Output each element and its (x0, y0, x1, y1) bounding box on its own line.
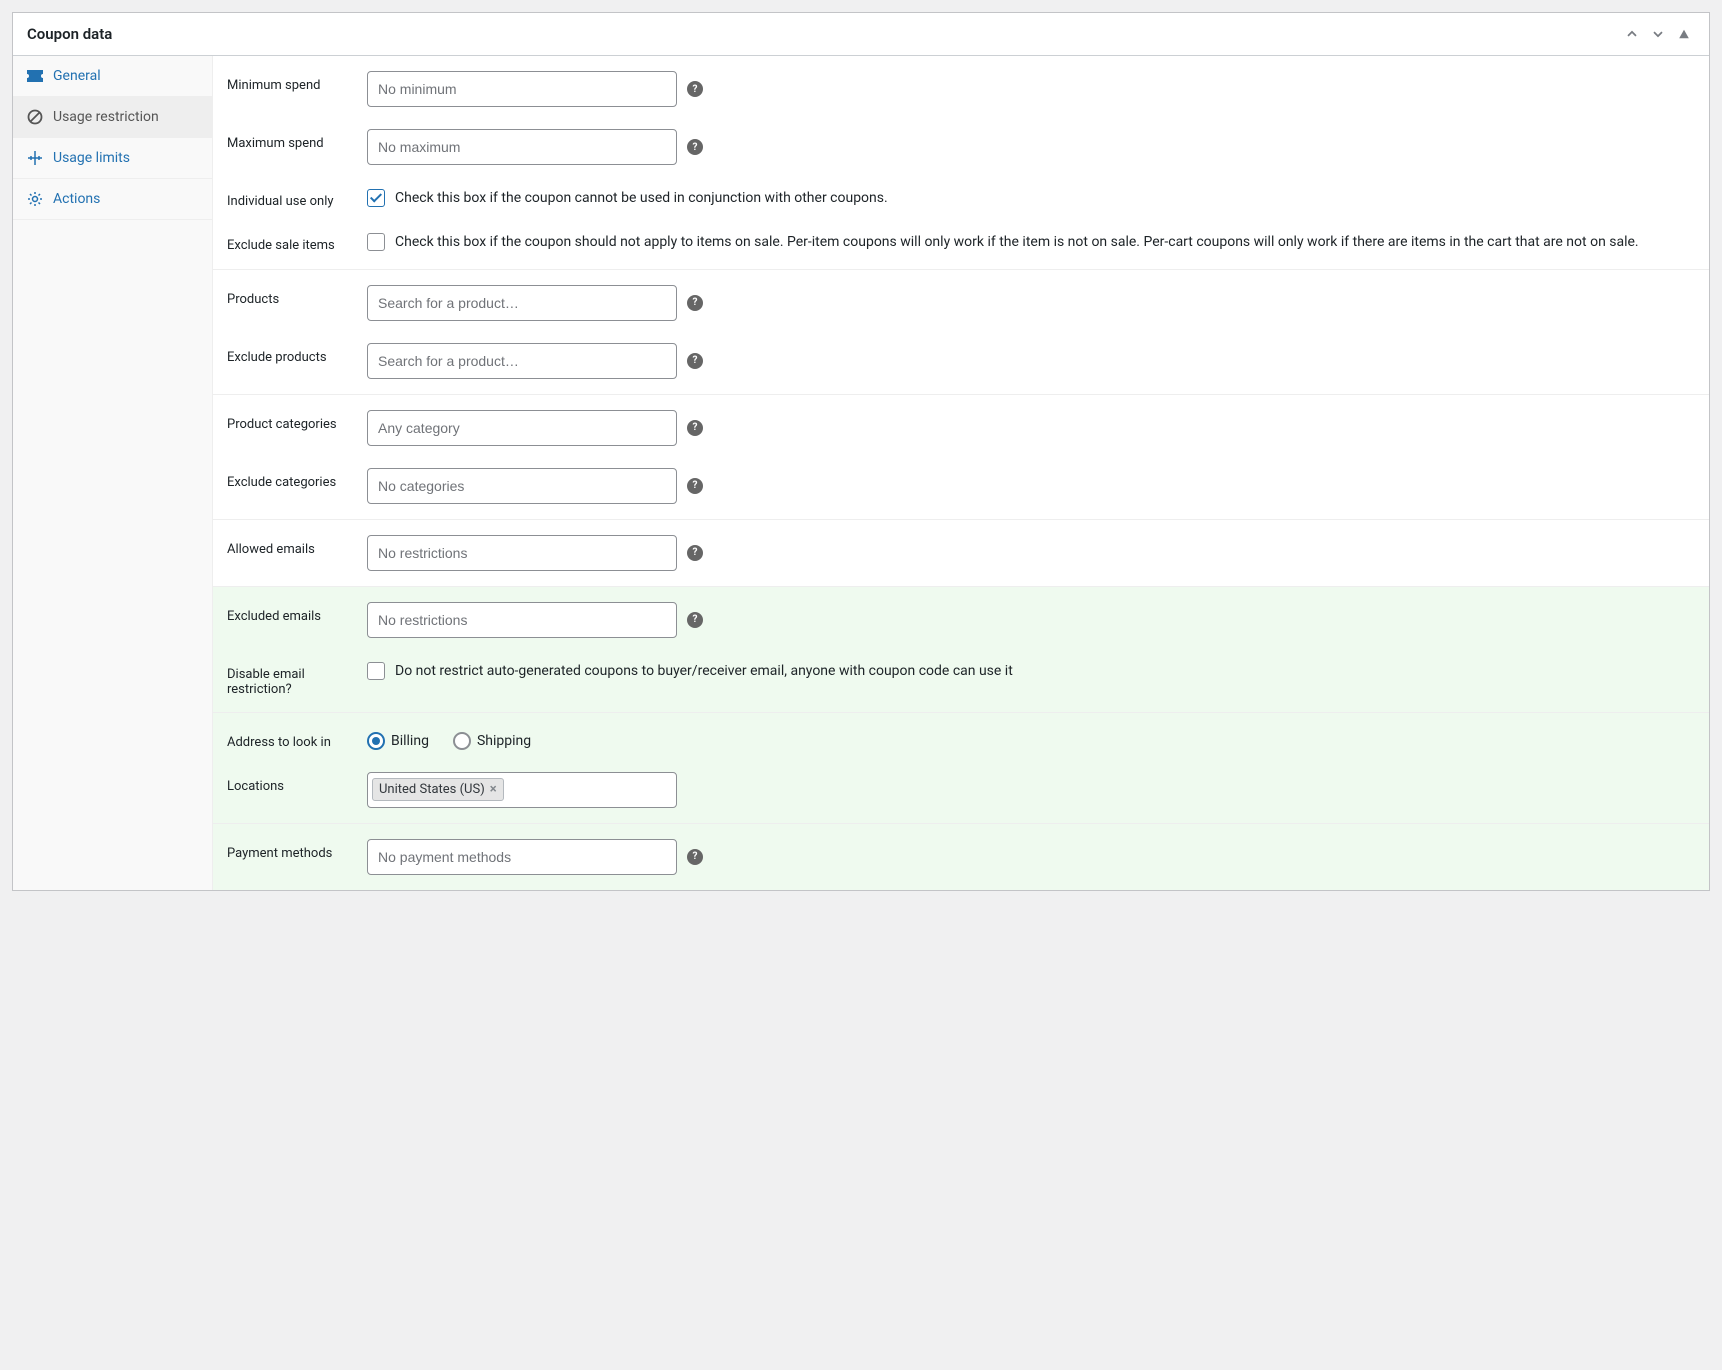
label-exclude-products: Exclude products (227, 343, 367, 365)
section-excluded-emails: Excluded emails ? Disable email restrict… (213, 587, 1709, 713)
tab-usage-restriction[interactable]: Usage restriction (13, 97, 212, 138)
help-icon[interactable]: ? (687, 295, 703, 311)
panel-header: Coupon data (13, 13, 1709, 56)
label-payment-methods: Payment methods (227, 839, 367, 861)
individual-use-checkbox[interactable] (367, 189, 385, 207)
locations-input[interactable]: United States (US) × (367, 772, 677, 808)
location-tag-label: United States (US) (379, 782, 485, 797)
excluded-emails-input[interactable] (367, 602, 677, 638)
tab-general[interactable]: General (13, 56, 212, 97)
help-icon[interactable]: ? (687, 353, 703, 369)
section-allowed-emails: Allowed emails ? (213, 520, 1709, 587)
shipping-radio[interactable] (453, 732, 471, 750)
remove-tag-icon[interactable]: × (490, 782, 497, 797)
label-product-categories: Product categories (227, 410, 367, 432)
shipping-label: Shipping (477, 733, 531, 749)
disable-email-desc: Do not restrict auto-generated coupons t… (395, 660, 1013, 682)
panel-body: General Usage restriction Usage limits A… (13, 56, 1709, 890)
billing-label: Billing (391, 733, 429, 749)
label-locations: Locations (227, 772, 367, 794)
label-disable-email: Disable email restriction? (227, 660, 367, 697)
ticket-icon (27, 68, 43, 84)
tab-label: Actions (53, 191, 100, 207)
min-spend-input[interactable] (367, 71, 677, 107)
help-icon[interactable]: ? (687, 545, 703, 561)
help-icon[interactable]: ? (687, 81, 703, 97)
payment-methods-input[interactable] (367, 839, 677, 875)
tab-label: General (53, 68, 101, 84)
label-min-spend: Minimum spend (227, 71, 367, 93)
individual-use-desc: Check this box if the coupon cannot be u… (395, 187, 888, 209)
tab-actions[interactable]: Actions (13, 179, 212, 220)
allowed-emails-input[interactable] (367, 535, 677, 571)
exclude-sale-desc: Check this box if the coupon should not … (395, 231, 1639, 253)
ban-icon (27, 109, 43, 125)
label-individual-use: Individual use only (227, 187, 367, 209)
billing-radio[interactable] (367, 732, 385, 750)
limits-icon (27, 150, 43, 166)
label-address: Address to look in (227, 728, 367, 750)
label-products: Products (227, 285, 367, 307)
section-categories: Product categories ? Exclude categories … (213, 395, 1709, 520)
label-excluded-emails: Excluded emails (227, 602, 367, 624)
disable-email-checkbox[interactable] (367, 662, 385, 680)
panel-toggle-icon[interactable] (1673, 23, 1695, 45)
label-exclude-categories: Exclude categories (227, 468, 367, 490)
section-products: Products ? Exclude products ? (213, 270, 1709, 395)
tab-label: Usage restriction (53, 109, 159, 125)
products-input[interactable] (367, 285, 677, 321)
panel-title: Coupon data (27, 25, 1617, 43)
label-exclude-sale: Exclude sale items (227, 231, 367, 253)
help-icon[interactable]: ? (687, 420, 703, 436)
section-spend: Minimum spend ? Maximum spend ? Individu… (213, 56, 1709, 270)
help-icon[interactable]: ? (687, 612, 703, 628)
panel-down-icon[interactable] (1647, 23, 1669, 45)
section-location: Address to look in Billing Shipping Loca… (213, 713, 1709, 824)
sidebar: General Usage restriction Usage limits A… (13, 56, 213, 890)
exclude-categories-input[interactable] (367, 468, 677, 504)
exclude-sale-checkbox[interactable] (367, 233, 385, 251)
tab-usage-limits[interactable]: Usage limits (13, 138, 212, 179)
tab-label: Usage limits (53, 150, 130, 166)
location-tag: United States (US) × (372, 778, 504, 801)
panel-up-icon[interactable] (1621, 23, 1643, 45)
max-spend-input[interactable] (367, 129, 677, 165)
help-icon[interactable]: ? (687, 139, 703, 155)
section-payment: Payment methods ? (213, 824, 1709, 890)
label-max-spend: Maximum spend (227, 129, 367, 151)
gear-icon (27, 191, 43, 207)
help-icon[interactable]: ? (687, 849, 703, 865)
coupon-data-panel: Coupon data General Usage restriction Us… (12, 12, 1710, 891)
help-icon[interactable]: ? (687, 478, 703, 494)
label-allowed-emails: Allowed emails (227, 535, 367, 557)
exclude-products-input[interactable] (367, 343, 677, 379)
product-categories-input[interactable] (367, 410, 677, 446)
content: Minimum spend ? Maximum spend ? Individu… (213, 56, 1709, 890)
